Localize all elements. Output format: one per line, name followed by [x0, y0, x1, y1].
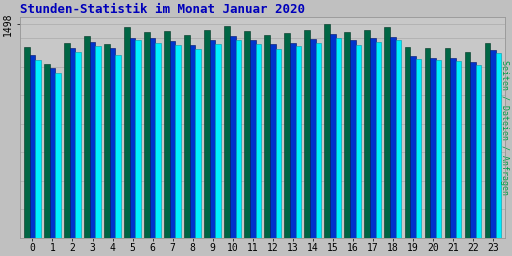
Bar [64, 42, 70, 238]
Bar [365, 30, 370, 238]
Bar [490, 50, 496, 238]
Bar [184, 35, 190, 238]
Bar [356, 45, 361, 238]
Bar [284, 33, 290, 238]
Y-axis label: Seiten / Dateien / Anfragen: Seiten / Dateien / Anfragen [500, 60, 509, 195]
Bar [176, 45, 181, 238]
Bar [115, 55, 121, 238]
Bar [24, 47, 30, 238]
Bar [55, 73, 61, 238]
Bar [130, 38, 135, 238]
Bar [190, 45, 196, 238]
Bar [135, 40, 141, 238]
Bar [90, 42, 95, 238]
Bar [210, 40, 216, 238]
Bar [345, 32, 350, 238]
Bar [350, 40, 356, 238]
Bar [156, 43, 161, 238]
Bar [75, 52, 81, 238]
Bar [376, 42, 381, 238]
Bar [104, 44, 110, 238]
Bar [496, 52, 501, 238]
Bar [290, 43, 295, 238]
Bar [110, 48, 115, 238]
Bar [44, 64, 50, 238]
Bar [264, 35, 270, 238]
Bar [416, 59, 421, 238]
Text: Stunden-Statistik im Monat Januar 2020: Stunden-Statistik im Monat Januar 2020 [20, 3, 306, 16]
Bar [336, 38, 341, 238]
Bar [196, 49, 201, 238]
Bar [30, 55, 35, 238]
Bar [84, 36, 90, 238]
Bar [444, 48, 450, 238]
Bar [95, 46, 101, 238]
Bar [270, 44, 275, 238]
Bar [315, 43, 321, 238]
Bar [224, 26, 230, 238]
Bar [124, 27, 130, 238]
Bar [485, 42, 490, 238]
Bar [404, 47, 410, 238]
Bar [216, 44, 221, 238]
Bar [370, 38, 376, 238]
Bar [464, 52, 470, 238]
Bar [436, 60, 441, 238]
Bar [144, 32, 150, 238]
Bar [164, 31, 170, 238]
Bar [396, 40, 401, 238]
Bar [305, 30, 310, 238]
Bar [456, 61, 461, 238]
Bar [250, 40, 255, 238]
Bar [255, 44, 261, 238]
Bar [470, 62, 476, 238]
Bar [410, 56, 416, 238]
Bar [170, 41, 176, 238]
Bar [70, 48, 75, 238]
Bar [230, 36, 236, 238]
Bar [150, 38, 156, 238]
Bar [236, 40, 241, 238]
Bar [390, 37, 396, 238]
Bar [310, 39, 315, 238]
Bar [385, 27, 390, 238]
Bar [430, 58, 436, 238]
Bar [325, 24, 330, 238]
Bar [330, 34, 336, 238]
Bar [295, 46, 301, 238]
Bar [35, 60, 41, 238]
Bar [275, 49, 281, 238]
Bar [50, 68, 55, 238]
Bar [450, 58, 456, 238]
Bar [204, 30, 210, 238]
Bar [476, 65, 481, 238]
Bar [244, 31, 250, 238]
Bar [424, 48, 430, 238]
